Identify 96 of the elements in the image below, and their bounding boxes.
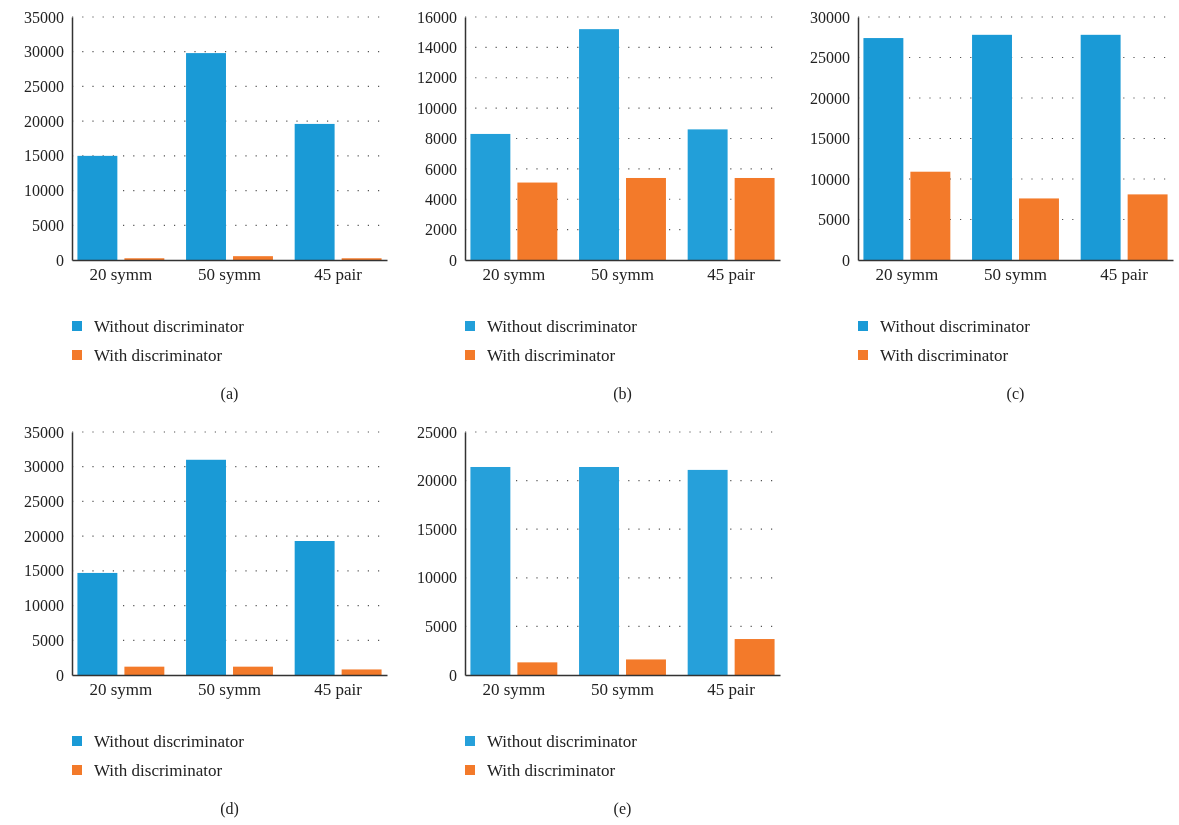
y-tick-label: 8000 — [425, 130, 457, 148]
y-tick-label: 20000 — [417, 472, 457, 490]
bar — [972, 34, 1012, 260]
bar — [863, 38, 904, 260]
bar — [470, 133, 511, 260]
y-tick-label: 12000 — [417, 69, 457, 87]
bar — [341, 669, 382, 675]
bar — [294, 541, 335, 675]
y-tick-label: 5000 — [425, 618, 457, 636]
y-tick-label: 35000 — [24, 423, 64, 441]
y-tick-label: 16000 — [417, 8, 457, 26]
x-tick-label: 50 symm — [198, 265, 261, 285]
y-tick-label: 10000 — [24, 597, 64, 615]
y-tick-label: 5000 — [818, 211, 850, 229]
x-tick-label: 20 symm — [482, 265, 546, 285]
bar — [294, 123, 335, 260]
bar — [1127, 194, 1168, 260]
legend-label: Without discriminator — [487, 732, 638, 751]
y-tick-label: 2000 — [425, 221, 457, 239]
legend-label: Without discriminator — [487, 317, 638, 336]
y-tick-label: 4000 — [425, 190, 457, 208]
y-tick-label: 15000 — [417, 520, 457, 538]
bar — [626, 659, 666, 675]
text: (a) — [220, 385, 239, 403]
legend-label: With discriminator — [880, 346, 1009, 365]
y-tick-label: 10000 — [417, 99, 457, 117]
bar — [687, 469, 728, 675]
y-tick-label: 20000 — [24, 527, 64, 545]
bar — [233, 666, 273, 675]
x-tick-label: 20 symm — [89, 680, 153, 700]
y-tick-label: 14000 — [417, 38, 457, 56]
y-tick-label: 5000 — [32, 631, 64, 649]
text: (e) — [613, 800, 632, 818]
y-tick-label: 20000 — [24, 112, 64, 130]
y-tick-label: 15000 — [24, 147, 64, 165]
legend-label: With discriminator — [94, 761, 223, 780]
bar — [77, 155, 118, 260]
text: (b) — [613, 385, 632, 403]
y-tick-label: 0 — [449, 666, 457, 684]
y-tick-label: 15000 — [810, 130, 850, 148]
y-tick-label: 0 — [842, 251, 850, 269]
y-tick-label: 25000 — [24, 78, 64, 96]
x-tick-label: 50 symm — [198, 680, 261, 700]
y-tick-label: 30000 — [24, 458, 64, 476]
y-tick-label: 25000 — [810, 49, 850, 67]
bar — [517, 662, 558, 675]
y-tick-label: 35000 — [24, 8, 64, 26]
x-tick-label: 50 symm — [591, 680, 654, 700]
y-tick-label: 30000 — [810, 8, 850, 26]
bar — [233, 256, 273, 260]
y-tick-label: 6000 — [425, 160, 457, 178]
y-tick-label: 10000 — [810, 170, 850, 188]
bar — [186, 459, 226, 675]
bar — [470, 466, 511, 675]
text: (d) — [220, 800, 239, 818]
x-tick-label: 45 pair — [314, 680, 363, 700]
y-tick-label: 25000 — [24, 493, 64, 511]
x-tick-label: 20 symm — [89, 265, 153, 285]
bar — [687, 129, 728, 260]
text: (c) — [1006, 385, 1025, 403]
y-tick-label: 25000 — [417, 423, 457, 441]
bar — [910, 171, 951, 260]
bar — [579, 29, 619, 260]
bar — [734, 639, 775, 675]
bar — [77, 572, 118, 675]
x-tick-label: 20 symm — [875, 265, 939, 285]
y-tick-label: 15000 — [24, 562, 64, 580]
legend-label: Without discriminator — [880, 317, 1031, 336]
x-tick-label: 50 symm — [591, 265, 654, 285]
y-tick-label: 20000 — [810, 89, 850, 107]
x-tick-label: 45 pair — [314, 265, 363, 285]
x-tick-label: 50 symm — [984, 265, 1047, 285]
legend-label: With discriminator — [487, 346, 616, 365]
y-tick-label: 30000 — [24, 43, 64, 61]
bar — [1019, 198, 1059, 260]
x-tick-label: 20 symm — [482, 680, 546, 700]
bar — [1080, 34, 1121, 260]
bar — [579, 466, 619, 675]
y-tick-label: 0 — [56, 251, 64, 269]
y-tick-label: 10000 — [24, 182, 64, 200]
x-tick-label: 45 pair — [707, 265, 756, 285]
y-tick-label: 5000 — [32, 216, 64, 234]
y-tick-label: 0 — [449, 251, 457, 269]
legend-label: Without discriminator — [94, 732, 245, 751]
legend-label: Without discriminator — [94, 317, 245, 336]
legend-label: With discriminator — [487, 761, 616, 780]
y-tick-label: 0 — [56, 666, 64, 684]
legend-label: With discriminator — [94, 346, 223, 365]
y-tick-label: 10000 — [417, 569, 457, 587]
x-tick-label: 45 pair — [1100, 265, 1149, 285]
bar — [124, 666, 165, 675]
bar — [734, 177, 775, 260]
bar — [517, 182, 558, 260]
bar — [626, 177, 666, 260]
x-tick-label: 45 pair — [707, 680, 756, 700]
bar — [186, 53, 226, 260]
